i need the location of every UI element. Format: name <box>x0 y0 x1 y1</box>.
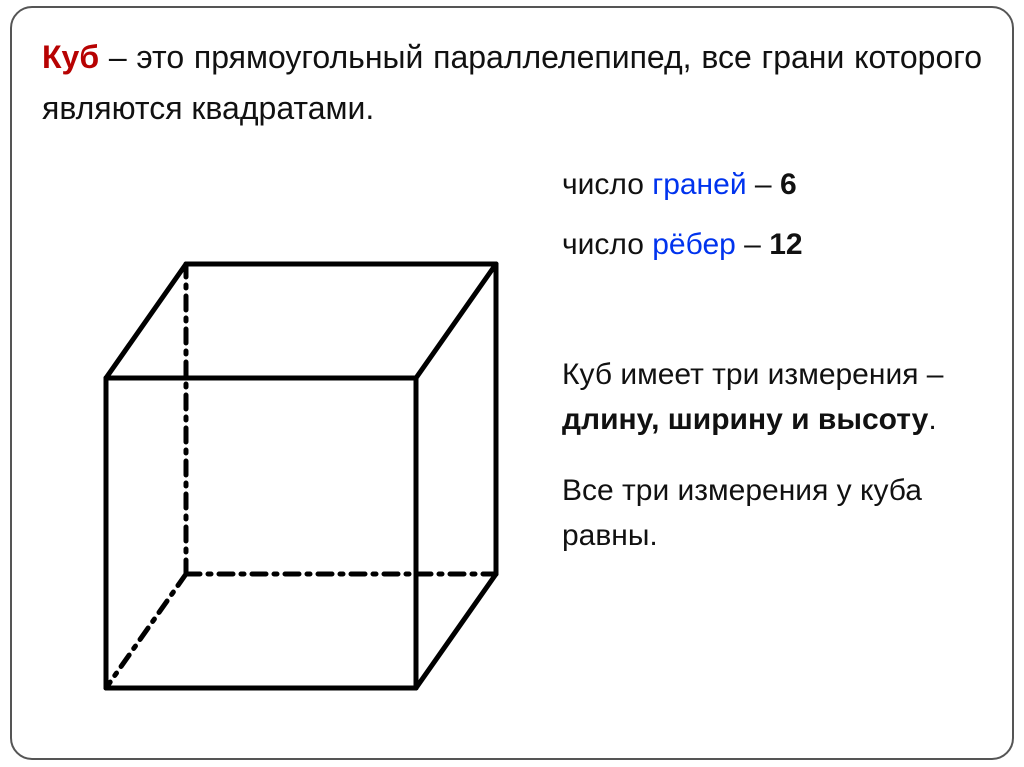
fact-edges: число рёбер – 12 <box>562 228 992 262</box>
paragraph-equal: Все три измерения у куба равны. <box>562 468 992 558</box>
dims-intro: Куб имеет три измерения – <box>562 358 943 391</box>
fact-edges-hl: рёбер <box>652 228 736 261</box>
content-area: число граней – 6 число рёбер – 12 Куб им… <box>42 168 982 728</box>
slide-frame: Куб – это прямоугольный параллелепипед, … <box>10 6 1014 760</box>
cube-svg <box>46 188 526 718</box>
fact-edges-prefix: число <box>562 228 652 261</box>
definition-title: Куб – это прямоугольный параллелепипед, … <box>42 32 982 134</box>
fact-faces-value: 6 <box>780 168 797 201</box>
facts-column: число граней – 6 число рёбер – 12 Куб им… <box>562 168 992 558</box>
fact-faces-hl: граней <box>652 168 746 201</box>
fact-faces: число граней – 6 <box>562 168 992 202</box>
paragraph-dimensions: Куб имеет три измерения – длину, ширину … <box>562 352 992 442</box>
term-cube: Куб <box>42 39 99 75</box>
fact-faces-sep: – <box>747 168 780 201</box>
fact-edges-value: 12 <box>769 228 802 261</box>
fact-edges-sep: – <box>736 228 769 261</box>
dims-bold: длину, ширину и высоту <box>562 403 928 436</box>
fact-faces-prefix: число <box>562 168 652 201</box>
definition-rest: – это прямоугольный параллелепипед, все … <box>42 39 982 126</box>
dims-period: . <box>928 403 936 436</box>
cube-diagram <box>46 188 526 718</box>
